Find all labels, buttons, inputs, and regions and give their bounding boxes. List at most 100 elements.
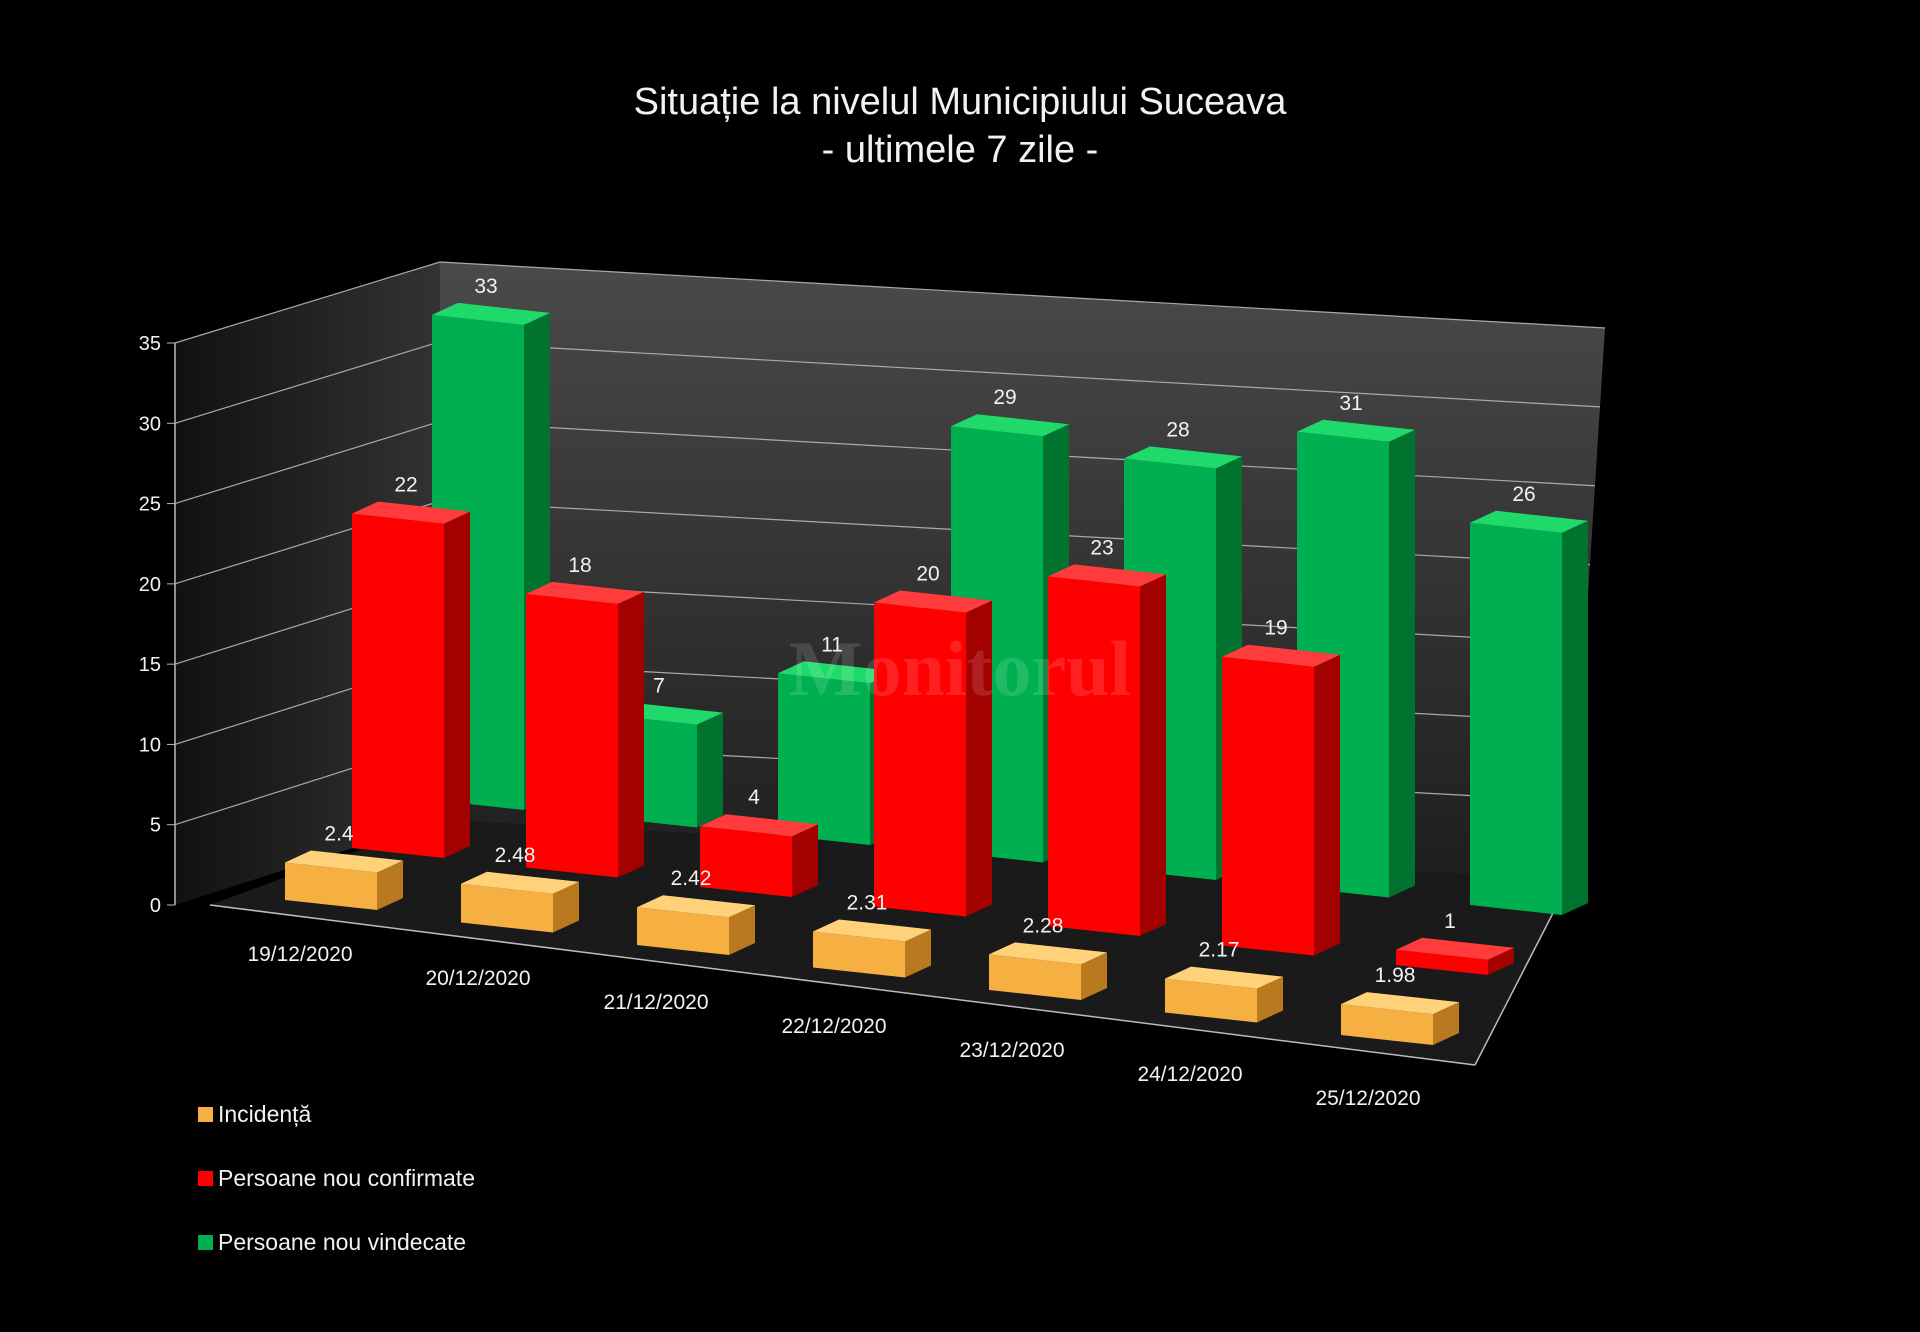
bar-front-face xyxy=(285,862,377,910)
data-label: 23 xyxy=(1090,536,1113,559)
y-tick-label: 25 xyxy=(139,494,161,516)
bar-side-face xyxy=(729,905,755,955)
data-label: 2.48 xyxy=(495,844,536,867)
y-tick-label: 20 xyxy=(139,574,161,596)
data-label: 18 xyxy=(568,554,591,577)
bar-front-face xyxy=(1341,1004,1433,1045)
bar-front-face xyxy=(874,602,966,917)
data-label: 29 xyxy=(993,386,1016,409)
bar-confirmate xyxy=(526,581,644,878)
bar-top-face xyxy=(989,942,1107,965)
bar-front-face xyxy=(461,883,553,933)
bar-top-face xyxy=(700,814,818,837)
bar-front-face xyxy=(526,593,618,878)
bar-side-face xyxy=(1257,976,1283,1023)
bar-confirmate xyxy=(874,590,992,917)
bar-top-face xyxy=(778,661,896,684)
data-label: 2.4 xyxy=(324,823,354,846)
watermark: Monitorul xyxy=(789,625,1131,712)
bar-front-face xyxy=(637,907,729,955)
bar-top-face xyxy=(352,501,470,524)
bar-side-face xyxy=(1081,952,1107,1000)
bar-top-face xyxy=(1396,937,1514,960)
bar-side-face xyxy=(377,860,403,910)
gridline xyxy=(174,261,1606,344)
data-label: 2.17 xyxy=(1199,939,1240,962)
data-label: 2.42 xyxy=(671,867,712,890)
bar-top-face xyxy=(951,414,1069,437)
bar-confirmate xyxy=(1396,937,1514,975)
bar-side-face xyxy=(444,511,470,858)
bar-vindecate xyxy=(1470,510,1588,915)
bar-side-face xyxy=(1314,654,1340,956)
legend-item-vindecate: Persoane nou vindecate xyxy=(198,1210,475,1274)
bar-front-face xyxy=(1222,656,1314,956)
bar-side-face xyxy=(697,712,723,828)
bar-incidenta xyxy=(1341,992,1459,1045)
legend-swatch xyxy=(198,1106,213,1122)
data-label: 1 xyxy=(1444,910,1456,933)
bar-top-face xyxy=(285,850,403,873)
bar-top-face xyxy=(874,590,992,613)
bar-side-face xyxy=(792,824,818,897)
y-tick-label: 5 xyxy=(150,815,161,837)
bar-incidenta xyxy=(989,942,1107,1000)
bar-front-face xyxy=(1396,949,1488,975)
bar-front-face xyxy=(352,513,444,858)
bar-incidenta xyxy=(285,850,403,910)
bar-top-face xyxy=(1341,992,1459,1015)
legend-item-incidenta: Incidență xyxy=(198,1082,475,1146)
data-label: 2.28 xyxy=(1023,914,1064,937)
bar-incidenta xyxy=(1165,966,1283,1023)
legend-swatch xyxy=(198,1170,213,1186)
bar-confirmate xyxy=(1222,644,1340,956)
data-label: 28 xyxy=(1166,418,1189,441)
y-tick-label: 15 xyxy=(139,654,161,676)
bar-top-face xyxy=(1222,644,1340,667)
bar-top-face xyxy=(526,581,644,604)
data-label: 26 xyxy=(1512,483,1535,506)
bar-confirmate xyxy=(352,501,470,858)
bar-top-face xyxy=(1124,446,1242,469)
bar-confirmate xyxy=(1048,564,1166,936)
data-label: 22 xyxy=(394,474,417,497)
x-tick-label: 25/12/2020 xyxy=(1315,1087,1420,1110)
bar-top-face xyxy=(1470,510,1588,533)
bar-top-face xyxy=(461,871,579,894)
bar-side-face xyxy=(618,591,644,878)
x-tick-label: 22/12/2020 xyxy=(781,1015,886,1038)
x-tick-label: 21/12/2020 xyxy=(603,991,708,1014)
legend: Incidență Persoane nou confirmate Persoa… xyxy=(198,1082,475,1274)
legend-label: Incidență xyxy=(218,1100,312,1127)
data-label: 7 xyxy=(653,675,665,698)
bar-top-face xyxy=(637,895,755,918)
bar-front-face xyxy=(1048,576,1140,936)
bar-front-face xyxy=(1470,522,1562,915)
subtitle-line: - ultimele 7 zile - xyxy=(821,129,1099,171)
bar-side-face xyxy=(1562,520,1588,915)
bar-side-face xyxy=(553,881,579,933)
legend-swatch xyxy=(198,1234,213,1250)
x-tick-label: 24/12/2020 xyxy=(1137,1063,1242,1086)
data-label: 2.31 xyxy=(847,891,888,914)
x-tick-label: 20/12/2020 xyxy=(425,967,530,990)
bar-confirmate xyxy=(700,814,818,897)
bar-side-face xyxy=(1140,574,1166,936)
bar-incidenta xyxy=(637,895,755,955)
bar-side-face xyxy=(966,600,992,917)
bar-top-face xyxy=(1165,966,1283,989)
bar-front-face xyxy=(1165,978,1257,1023)
bar-top-face xyxy=(1297,419,1415,442)
legend-label: Persoane nou vindecate xyxy=(218,1228,467,1255)
data-label: 1.98 xyxy=(1375,964,1416,987)
x-axis-line xyxy=(209,904,1476,1066)
chart-title: Situație la nivelul Municipiului Suceava… xyxy=(0,78,1920,174)
bar-incidenta xyxy=(813,919,931,978)
data-label: 20 xyxy=(916,563,939,586)
data-label: 19 xyxy=(1264,617,1287,640)
x-tick-label: 19/12/2020 xyxy=(247,943,352,966)
bar-side-face xyxy=(1389,429,1415,898)
y-tick-label: 10 xyxy=(139,734,161,756)
bar-side-face xyxy=(1433,1002,1459,1045)
title-line: Situație la nivelul Municipiului Suceava xyxy=(633,81,1287,123)
